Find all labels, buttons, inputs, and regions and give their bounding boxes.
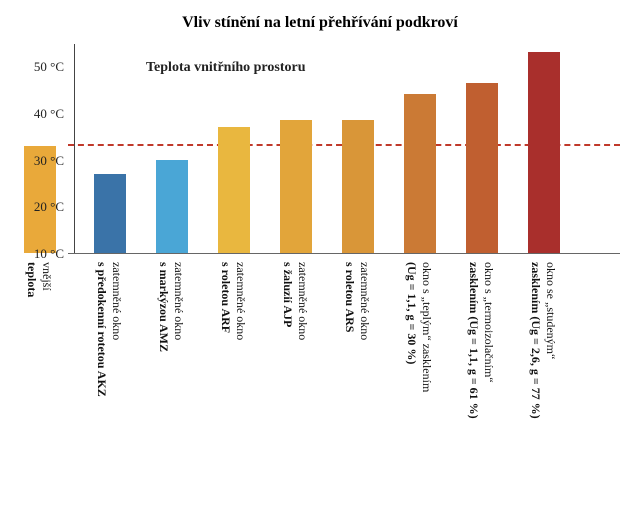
x-axis-labels: vnějšíteplotazatemněné oknos předokenní … xyxy=(68,258,620,518)
y-tick-label: 40 °C xyxy=(4,106,64,122)
x-tick-label: vnějšíteplota xyxy=(24,262,54,462)
y-tick-label: 10 °C xyxy=(4,246,64,262)
bar xyxy=(528,52,560,253)
y-tick-label: 20 °C xyxy=(4,199,64,215)
x-tick-label: zatemněné oknos roletou ARF xyxy=(218,262,248,462)
x-tick-label: okno se „studeným“zasklením (Ug = 2,6, g… xyxy=(528,262,558,462)
plot-area: Teplota vnitřního prostoru xyxy=(68,44,620,254)
chart-title: Vliv stínění na letní přehřívání podkrov… xyxy=(0,0,640,38)
bar xyxy=(94,174,126,253)
chart-subtitle: Teplota vnitřního prostoru xyxy=(146,60,305,76)
x-tick-label: okno s „teplým“ zasklením(Ug = 1,1, g = … xyxy=(404,262,434,462)
separator-line xyxy=(74,44,75,253)
bar xyxy=(280,120,312,253)
x-tick-label: zatemněné oknos předokenní rotetou AKZ xyxy=(94,262,124,462)
bar xyxy=(156,160,188,253)
bar xyxy=(218,127,250,253)
x-tick-label: zatemněné oknos roletou ARS xyxy=(342,262,372,462)
y-tick-label: 30 °C xyxy=(4,153,64,169)
bar xyxy=(466,83,498,253)
x-tick-label: zatemněné oknos markýzou AMZ xyxy=(156,262,186,462)
bar xyxy=(404,94,436,253)
x-tick-label: okno s „termoizolačním“zasklením (Ug = 1… xyxy=(466,262,496,462)
y-tick-label: 50 °C xyxy=(4,59,64,75)
x-tick-label: zatemněné oknos žaluzií AJP xyxy=(280,262,310,462)
bar xyxy=(342,120,374,253)
